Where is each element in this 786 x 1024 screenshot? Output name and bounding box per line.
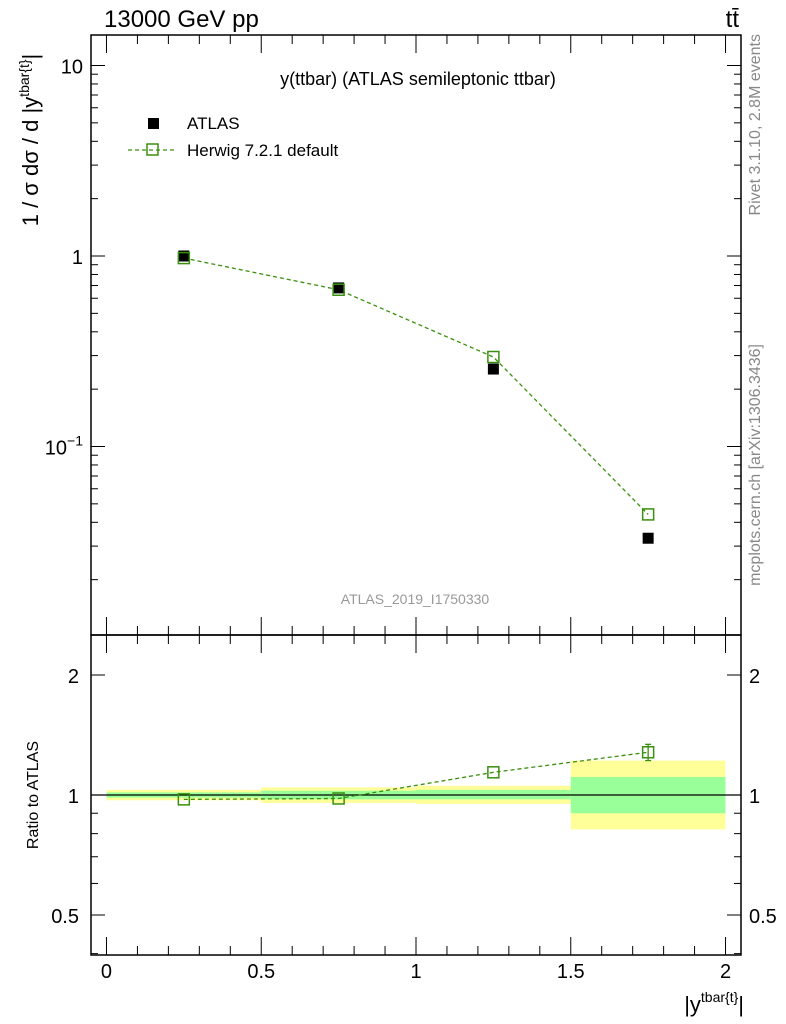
- rivet-label: Rivet 3.1.10, 2.8M events: [747, 34, 764, 215]
- herwig-point: [487, 350, 500, 364]
- herwig-point: [641, 508, 655, 521]
- watermark: ATLAS_2019_I1750330: [341, 591, 490, 607]
- ratio-herwig-point: [487, 766, 500, 779]
- x-tick-label: 0: [101, 961, 112, 983]
- ratio-herwig-point: [332, 792, 345, 805]
- x-axis-label: |ytbar{t}|: [684, 989, 744, 1017]
- ratio-y-tick-label-right: 1: [749, 786, 760, 808]
- source-label: mcplots.cern.ch [arXiv:1306.3436]: [747, 344, 764, 586]
- ratio-y-tick-label-left: 1: [68, 786, 79, 808]
- ratio-herwig-point: [177, 793, 191, 806]
- legend-herwig-label: Herwig 7.2.1 default: [187, 141, 338, 160]
- main-y-tick-label: 1: [72, 247, 83, 269]
- ratio-y-tick-label-left: 0.5: [51, 906, 79, 928]
- atlas-point: [642, 532, 654, 544]
- legend-atlas-marker: [148, 118, 159, 129]
- ratio-y-tick-label-right: 2: [749, 666, 760, 688]
- ratio-y-axis-label: Ratio to ATLAS: [25, 741, 42, 849]
- main-y-axis-label: 1 / σ dσ / d |ytbar{t}|: [16, 54, 43, 227]
- main-y-tick-label: 10−1: [45, 433, 83, 460]
- plot-title: y(ttbar) (ATLAS semileptonic ttbar): [280, 69, 556, 89]
- ratio-herwig-point: [641, 746, 655, 759]
- atlas-point: [333, 282, 345, 294]
- x-tick-label: 1.5: [557, 961, 585, 983]
- ratio-plot-area: 2 2 1 1 0.5 0.5 0 0.5 1 1.5 2: [51, 35, 777, 983]
- atlas-point: [178, 250, 190, 262]
- main-y-tick-label: 10: [61, 57, 83, 79]
- ratio-y-tick-label-right: 0.5: [749, 906, 777, 928]
- herwig-line: [183, 257, 649, 515]
- legend: ATLAS Herwig 7.2.1 default: [128, 114, 338, 160]
- ratio-y-tick-label-left: 2: [68, 666, 79, 688]
- process-label: tt̄: [726, 6, 740, 33]
- energy-label: 13000 GeV pp: [104, 6, 259, 33]
- main-plot-content: [177, 250, 655, 544]
- herwig-point: [332, 283, 345, 297]
- x-tick-label: 2: [720, 961, 731, 983]
- x-tick-label: 0.5: [247, 961, 275, 983]
- atlas-point: [487, 363, 499, 375]
- ratio-herwig-line: [183, 751, 649, 801]
- herwig-point: [177, 251, 191, 265]
- ratio-plot-content: [177, 743, 655, 806]
- x-tick-label: 1: [410, 961, 421, 983]
- legend-herwig-marker: [146, 143, 159, 156]
- legend-atlas-label: ATLAS: [187, 114, 240, 133]
